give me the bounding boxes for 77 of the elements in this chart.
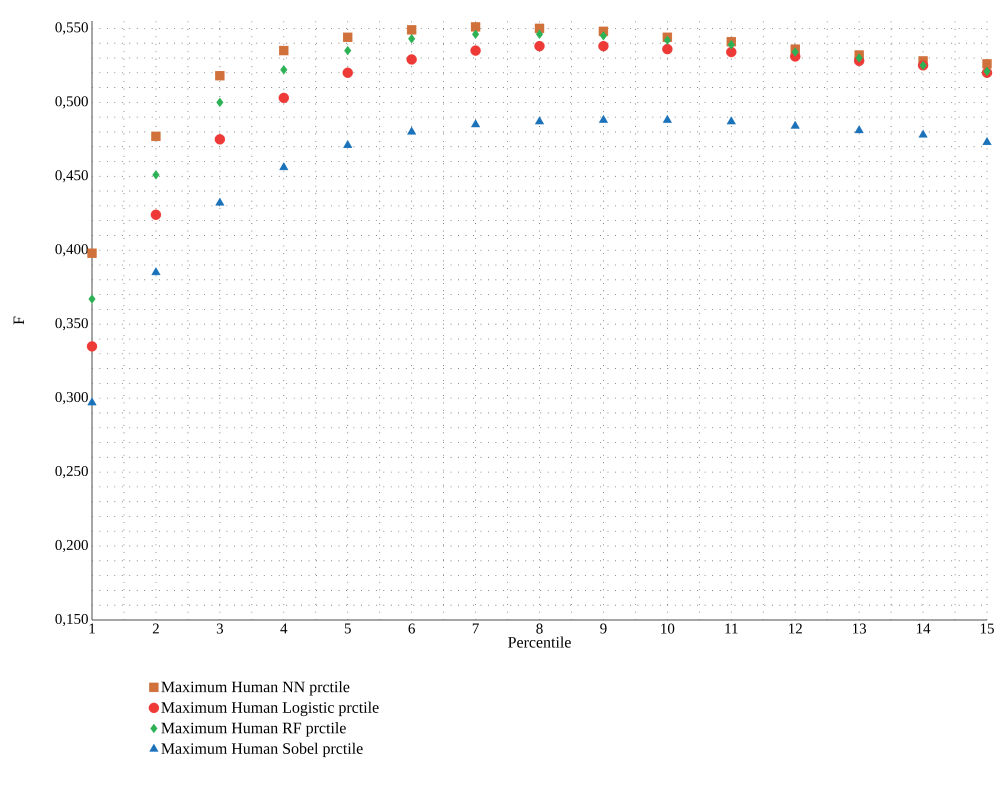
point: [343, 140, 352, 148]
x-tick-label: 9: [600, 624, 607, 634]
x-tick-label: 11: [725, 624, 738, 634]
y-tick-label: 0,150: [55, 614, 88, 626]
point: [408, 34, 416, 44]
y-tick-label: 0,300: [55, 392, 88, 404]
point: [728, 40, 735, 50]
point: [86, 341, 98, 352]
point: [151, 132, 161, 142]
point: [792, 47, 799, 57]
point: [982, 59, 992, 69]
point: [470, 45, 481, 56]
y-tick-label: 0,350: [55, 318, 88, 330]
y-tick-label: 0,400: [55, 244, 88, 256]
point: [214, 134, 226, 145]
point: [343, 32, 352, 42]
point: [854, 125, 864, 134]
point: [534, 116, 544, 124]
x-tick-label: 3: [216, 624, 224, 634]
point: [726, 116, 736, 124]
point: [87, 248, 97, 258]
point: [726, 46, 736, 58]
point: [344, 46, 352, 56]
y-axis-title: F: [14, 316, 24, 324]
point: [662, 114, 672, 123]
y-tick-label: 0,550: [55, 22, 88, 35]
point: [918, 130, 928, 138]
legend-label: Maximum Human NN prctile: [161, 681, 350, 696]
point: [600, 31, 608, 40]
point: [471, 119, 480, 128]
point: [598, 40, 609, 52]
point: [407, 126, 416, 135]
point: [150, 210, 162, 220]
y-tick-label: 0,450: [55, 170, 88, 182]
point: [278, 92, 289, 104]
point: [790, 120, 800, 129]
point: [598, 114, 608, 123]
x-tick-label: 13: [852, 624, 866, 634]
point: [215, 71, 225, 80]
legend-label: Maximum Human Logistic prctile: [161, 702, 379, 716]
point: [280, 65, 288, 74]
legend-label: Maximum Human RF prctile: [161, 722, 346, 737]
point: [342, 68, 353, 78]
point: [151, 267, 160, 276]
x-tick-label: 2: [152, 624, 159, 634]
x-tick-label: 5: [344, 624, 351, 634]
point: [216, 98, 224, 108]
point: [534, 40, 545, 52]
y-tick-label: 0,200: [55, 540, 88, 552]
x-tick-label: 8: [536, 624, 543, 634]
point: [470, 22, 480, 32]
point: [215, 198, 224, 206]
point: [662, 44, 673, 54]
point: [664, 36, 671, 45]
point: [856, 53, 863, 63]
legend-label: Maximum Human Sobel prctile: [161, 742, 363, 758]
point: [982, 137, 992, 145]
point: [279, 46, 288, 56]
point: [536, 30, 544, 40]
point: [87, 397, 97, 406]
y-tick-label: 0,250: [55, 466, 88, 478]
x-tick-label: 14: [916, 624, 930, 634]
x-tick-label: 10: [661, 624, 674, 634]
y-tick-label: 0,500: [55, 96, 88, 108]
x-tick-label: 6: [408, 624, 415, 634]
point: [152, 170, 160, 180]
point: [88, 294, 96, 304]
point: [406, 54, 417, 65]
x-axis-title: Percentile: [508, 636, 571, 648]
x-tick-label: 15: [980, 624, 994, 634]
x-tick-label: 4: [280, 624, 288, 634]
point: [406, 25, 416, 35]
x-tick-label: 1: [90, 624, 95, 634]
x-tick-label: 12: [789, 624, 802, 634]
point: [472, 30, 480, 40]
x-tick-label: 7: [472, 624, 479, 634]
point: [279, 162, 288, 170]
